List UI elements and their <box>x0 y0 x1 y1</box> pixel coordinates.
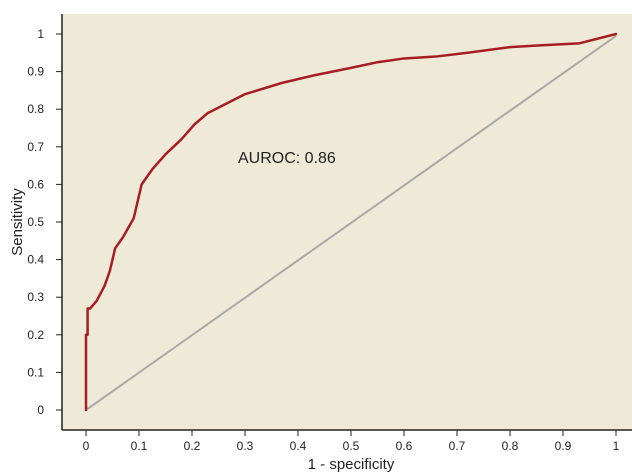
y-tick-label: 0.2 <box>27 328 44 342</box>
reference-line-layer <box>85 35 617 411</box>
y-tick-label: 0.5 <box>27 215 44 229</box>
y-tick-label: 0.6 <box>27 177 44 191</box>
y-tick-label: 0.4 <box>27 253 44 267</box>
x-tick-label: 1 <box>613 439 620 453</box>
x-tick-label: 0.5 <box>343 439 360 453</box>
x-tick-label: 0.4 <box>290 439 307 453</box>
x-tick-label: 0 <box>83 439 90 453</box>
x-tick-label: 0.8 <box>502 439 519 453</box>
y-tick-label: 0.3 <box>27 290 44 304</box>
roc-curve-layer <box>84 32 618 412</box>
y-tick-label: 0 <box>37 403 44 417</box>
x-tick-label: 0.2 <box>184 439 201 453</box>
x-tick-label: 0.6 <box>396 439 413 453</box>
x-tick-label: 0.3 <box>237 439 254 453</box>
reference-diagonal-line <box>85 35 617 411</box>
y-tick-label: 0.9 <box>27 65 44 79</box>
y-tick-label: 0.7 <box>27 140 44 154</box>
ticks-layer: 0 0.1 0.2 0.3 0.4 0.5 0.6 0.7 0.8 0.9 1 0 0.1 0.2 0.3 0… <box>27 27 619 453</box>
y-tick-label: 0.8 <box>27 102 44 116</box>
x-tick-label: 0.9 <box>555 439 572 453</box>
y-tick-label: 1 <box>37 27 44 41</box>
x-tick-label: 0.1 <box>131 439 148 453</box>
x-tick-label: 0.7 <box>449 439 466 453</box>
auroc-annotation: AUROC: 0.86 <box>238 150 336 167</box>
roc-curve-line <box>84 32 618 412</box>
y-tick-label: 0.1 <box>27 365 44 379</box>
y-axis-title: Sensitivity <box>9 188 26 256</box>
x-axis-title: 1 - specificity <box>308 456 395 473</box>
